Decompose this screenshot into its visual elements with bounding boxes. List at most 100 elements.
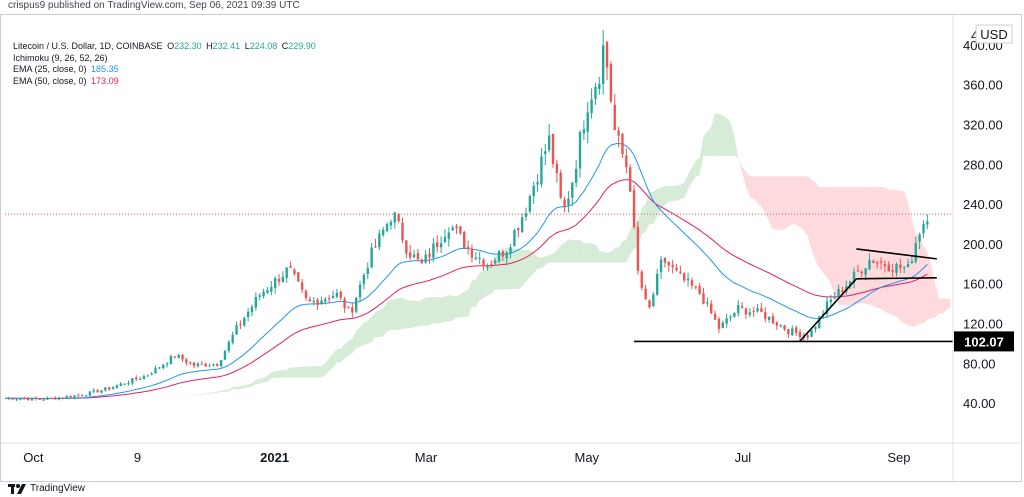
candle-down [787, 329, 790, 335]
candle-down [277, 278, 281, 282]
ichimoku-cloud-segment [753, 176, 758, 204]
candle-up [810, 330, 813, 337]
candle-down [744, 308, 748, 315]
ichimoku-cloud-segment [919, 236, 924, 325]
time-axis[interactable]: Oct 9 2021 Mar May Jul Sep [23, 450, 910, 465]
candle-up [509, 247, 512, 254]
candle-up [138, 378, 142, 380]
chart-frame[interactable]: 40.00 80.00 120.00 160.00 200.00 240.00 280.00… [0, 14, 1022, 482]
ichimoku-cloud-segment [367, 316, 372, 344]
ichimoku-cloud-segment [823, 187, 828, 278]
ichimoku-cloud-segment [275, 370, 280, 379]
ichimoku-cloud-segment [850, 187, 855, 306]
candle-up [767, 316, 771, 320]
ichimoku-cloud-segment [869, 187, 874, 307]
candle-up [104, 387, 107, 391]
candle-up [729, 316, 732, 318]
candle-up [370, 247, 373, 268]
ichimoku-cloud-segment [931, 264, 936, 319]
candle-down [289, 266, 292, 268]
ichimoku-cloud-segment [163, 398, 168, 399]
ichimoku-cloud-segment [398, 297, 403, 330]
candle-down [702, 293, 705, 304]
candle-down [636, 226, 640, 271]
trendline-up-line [799, 278, 857, 343]
ichimoku-cloud-segment [865, 187, 870, 305]
candle-up [737, 305, 740, 314]
tradingview-logo[interactable]: TradingView [8, 483, 85, 494]
candle-down [775, 322, 779, 326]
candle-up [196, 363, 200, 367]
candle-up [528, 196, 532, 212]
currency-box[interactable] [975, 24, 1013, 44]
ichimoku-cloud-segment [556, 245, 561, 263]
candle-down [899, 264, 902, 269]
ichimoku-cloud-segment [560, 243, 565, 263]
candle-up [652, 294, 655, 307]
candle-up [451, 227, 454, 231]
ichimoku-cloud-segment [313, 365, 318, 378]
candle-down [640, 271, 643, 288]
candle-up [266, 290, 269, 293]
ichimoku-cloud-segment [306, 366, 310, 378]
ichimoku-cloud-segment [691, 160, 696, 183]
candle-down [632, 190, 636, 227]
candle-down [856, 270, 860, 272]
ichimoku-cloud-segment [221, 389, 225, 392]
candle-down [625, 155, 628, 168]
candle-down [879, 261, 883, 263]
ichimoku-cloud-segment [857, 187, 862, 305]
candle-up [601, 45, 605, 85]
candle-down [300, 282, 304, 290]
ichimoku-cloud-segment [819, 187, 824, 273]
ichimoku-cloud-segment [379, 307, 384, 337]
ichimoku-cloud-segment [591, 243, 596, 263]
candle-down [11, 398, 14, 400]
ema-lines [5, 142, 928, 400]
ichimoku-cloud-segment [722, 115, 727, 156]
ichimoku-cloud-segment [329, 353, 334, 372]
candle-down [181, 355, 184, 360]
ichimoku-cloud-segment [448, 295, 453, 322]
price-tick-label: 160.00 [963, 277, 1003, 292]
ichimoku-cloud-segment [298, 366, 303, 378]
price-axis[interactable]: 40.00 80.00 120.00 160.00 200.00 240.00 280.00… [954, 38, 1014, 411]
ichimoku-cloud-segment [811, 179, 816, 261]
ichimoku-cloud-segment [475, 272, 480, 307]
ichimoku-cloud-segment [607, 251, 611, 263]
ichimoku-cloud-segment [344, 341, 349, 359]
price-chart[interactable]: 40.00 80.00 120.00 160.00 200.00 240.00 280.00… [1, 15, 1021, 481]
candle-up [169, 355, 173, 365]
ichimoku-cloud-segment [610, 247, 615, 263]
ichimoku-cloud-segment [487, 263, 492, 296]
ichimoku-cloud-segment [626, 229, 631, 263]
ichimoku-cloud-segment [402, 297, 407, 329]
candle-down [710, 303, 713, 314]
candle-up [903, 267, 906, 269]
ichimoku-cloud-segment [595, 244, 600, 263]
candle-down [617, 130, 620, 136]
candle-up [177, 354, 180, 359]
ichimoku-cloud-segment [186, 395, 191, 398]
ichimoku-cloud-segment [842, 187, 847, 306]
candle-down [61, 397, 65, 399]
ichimoku-cloud-segment [464, 290, 469, 317]
candle-down [671, 264, 674, 268]
ichimoku-cloud [105, 113, 951, 400]
ichimoku-cloud-segment [271, 371, 276, 379]
candle-up [285, 267, 288, 278]
candle-up [362, 274, 366, 285]
ichimoku-cloud-segment [545, 255, 550, 266]
ichimoku-cloud-segment [734, 136, 739, 158]
candle-up [250, 306, 254, 313]
candle-up [162, 364, 165, 369]
candle-down [501, 251, 505, 257]
ichimoku-cloud-segment [745, 172, 750, 198]
candle-up [158, 367, 161, 369]
ichimoku-cloud-segment [742, 166, 746, 187]
candle-down [308, 299, 312, 302]
candle-down [38, 398, 41, 400]
candle-up [88, 391, 92, 396]
ichimoku-cloud-segment [661, 185, 665, 210]
candle-up [227, 341, 231, 351]
